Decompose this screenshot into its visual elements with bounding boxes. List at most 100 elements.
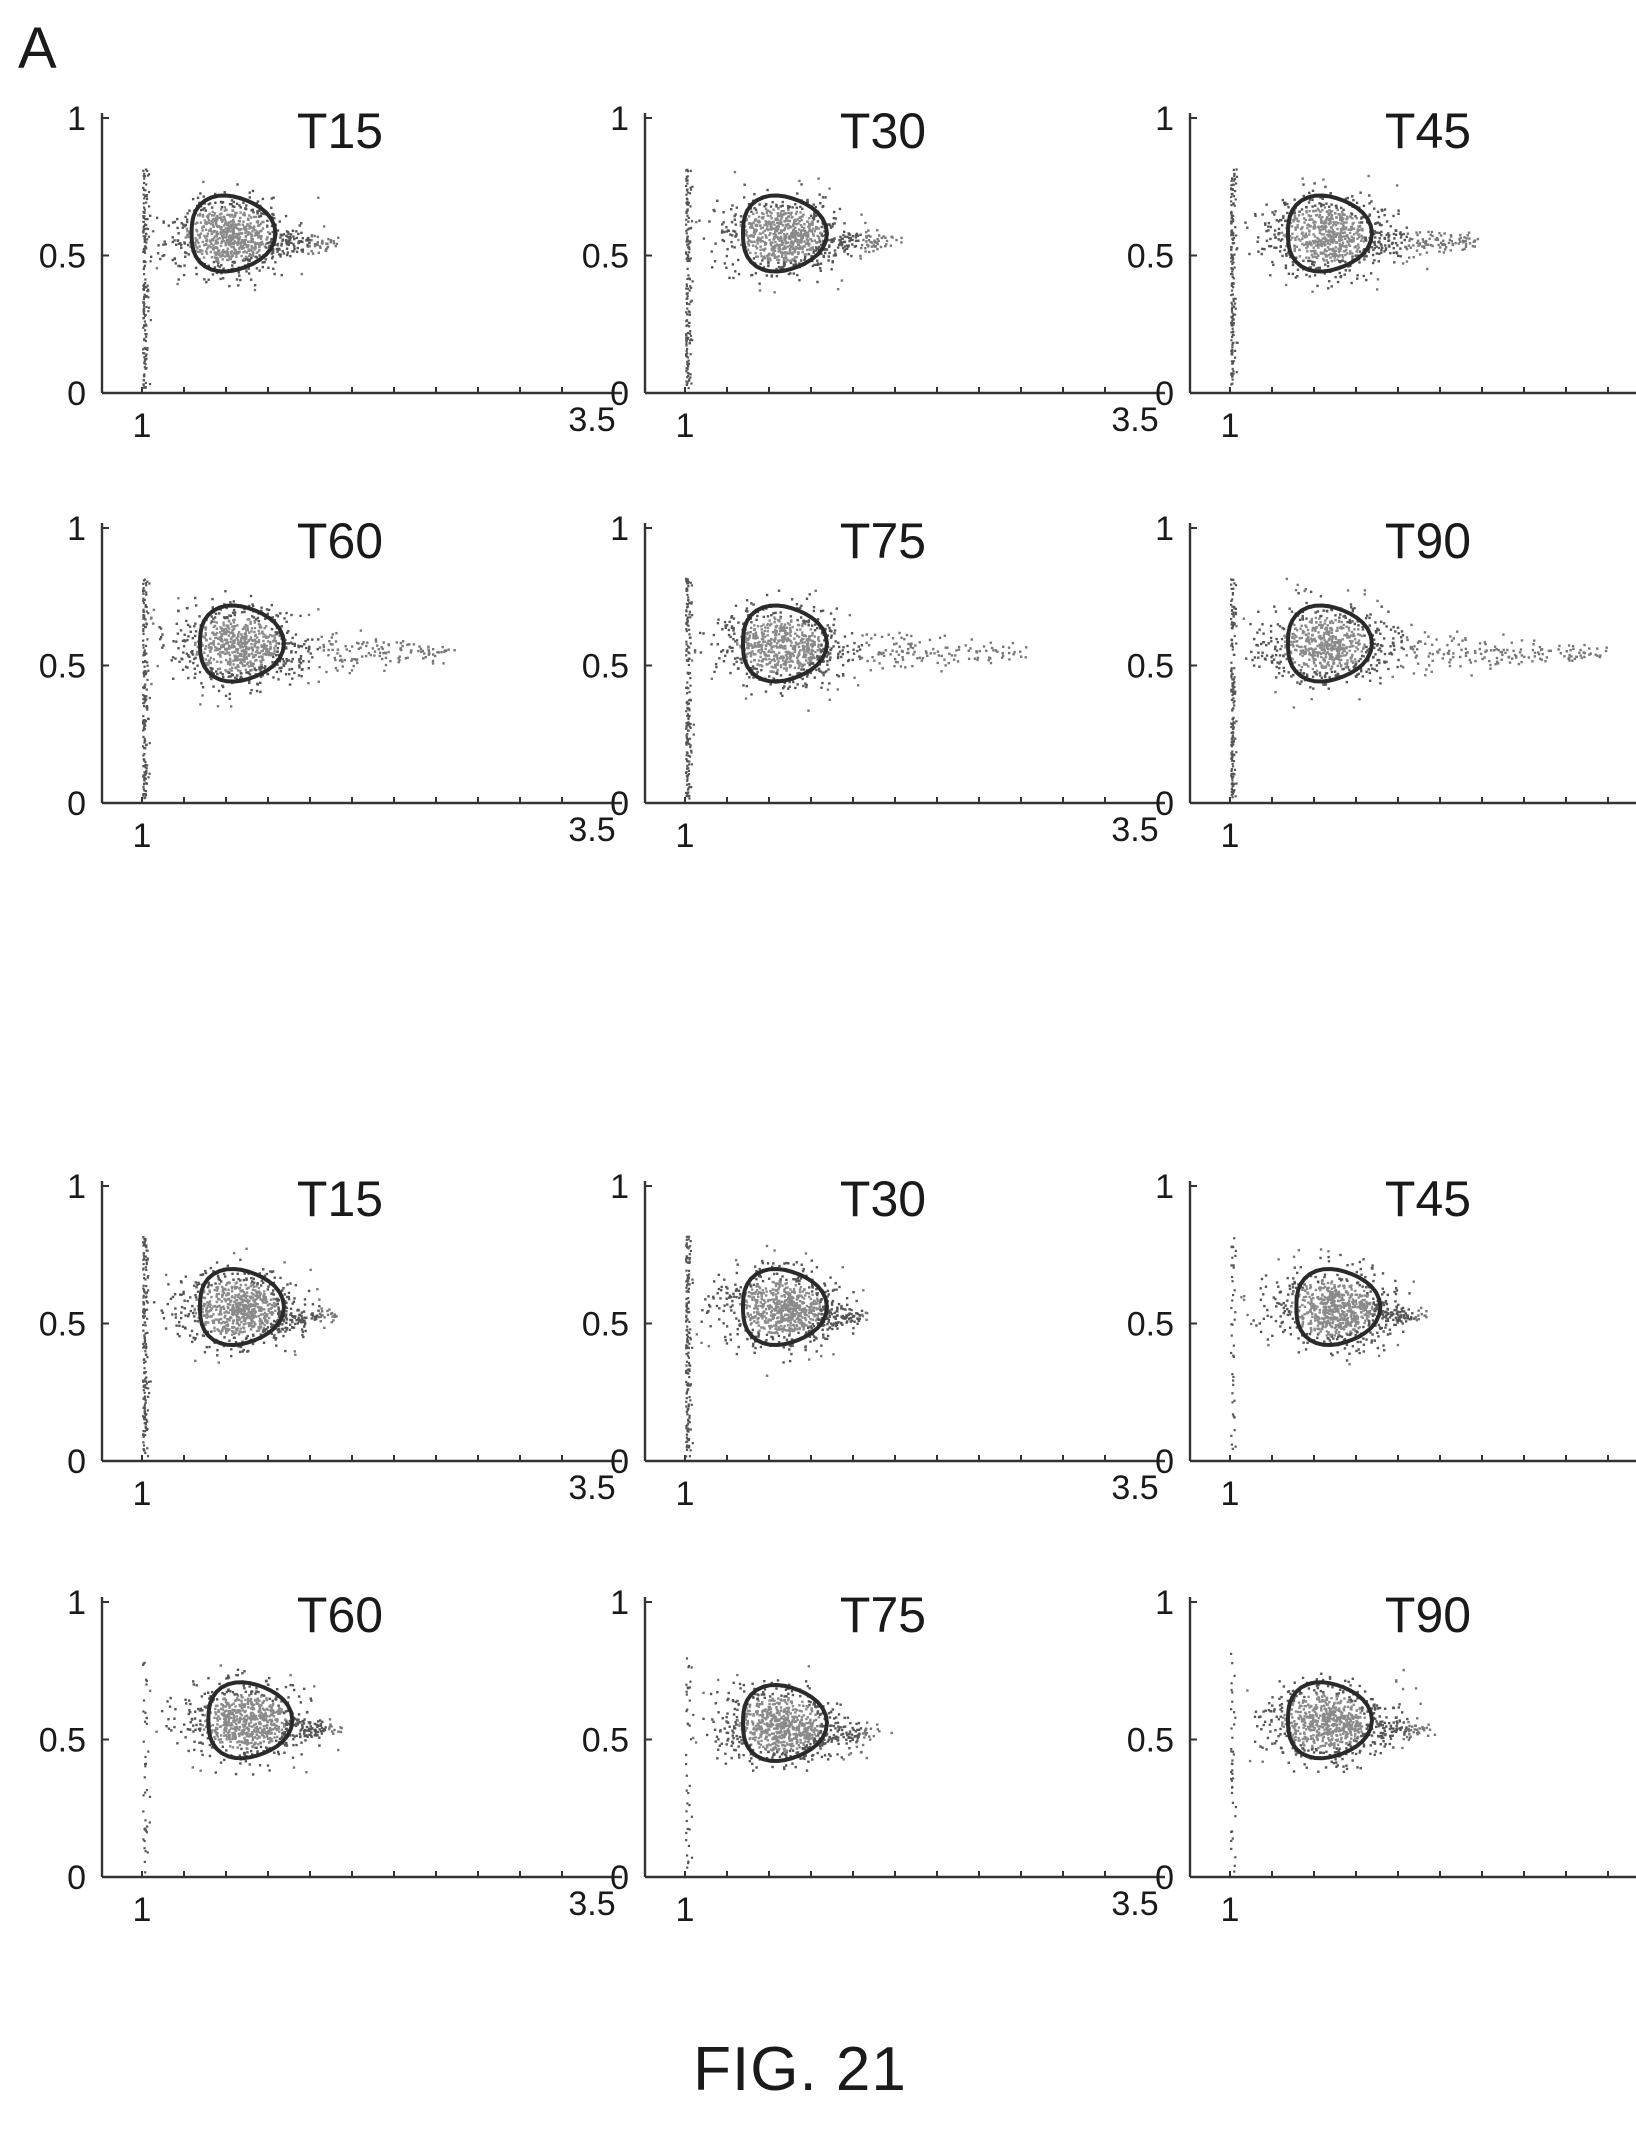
scatter-point bbox=[241, 627, 245, 631]
scatter-point bbox=[144, 604, 147, 607]
scatter-points bbox=[142, 578, 456, 800]
scatter-point bbox=[1304, 232, 1307, 235]
scatter-point bbox=[265, 649, 268, 653]
scatter-point bbox=[235, 677, 238, 680]
scatter-point bbox=[779, 229, 783, 232]
scatter-point bbox=[231, 632, 235, 635]
scatter-point bbox=[786, 637, 789, 640]
scatter-point bbox=[176, 239, 180, 242]
scatter-point bbox=[207, 646, 211, 649]
scatter-point bbox=[263, 260, 266, 264]
scatter-point bbox=[864, 221, 867, 225]
scatter-point bbox=[1312, 210, 1315, 213]
scatter-point bbox=[142, 379, 146, 382]
scatter-point bbox=[807, 624, 810, 627]
scatter-point bbox=[737, 272, 741, 276]
scatter-point bbox=[686, 267, 689, 270]
scatter-point bbox=[828, 223, 831, 226]
scatter-point bbox=[924, 650, 928, 653]
scatter-point bbox=[256, 210, 259, 213]
scatter-point bbox=[685, 686, 688, 690]
scatter-point bbox=[780, 215, 784, 219]
scatter-point bbox=[263, 626, 266, 630]
scatter-point bbox=[1320, 220, 1323, 223]
scatter-point bbox=[1423, 246, 1426, 250]
scatter-point bbox=[1323, 206, 1327, 209]
scatter-point bbox=[885, 243, 888, 246]
scatter-point bbox=[1399, 255, 1402, 258]
scatter-point bbox=[849, 236, 852, 240]
scatter-point bbox=[142, 670, 146, 673]
scatter-point bbox=[754, 633, 758, 636]
scatter-point bbox=[781, 224, 784, 227]
scatter-point bbox=[352, 664, 355, 668]
scatter-point bbox=[817, 643, 820, 647]
scatter-point bbox=[800, 229, 803, 233]
scatter-point bbox=[686, 376, 689, 379]
scatter-point bbox=[297, 241, 301, 245]
scatter-point bbox=[754, 272, 758, 275]
scatter-point bbox=[164, 243, 168, 246]
scatter-point bbox=[775, 267, 778, 271]
scatter-point bbox=[273, 651, 276, 655]
scatter-point bbox=[148, 582, 151, 585]
scatter-point bbox=[271, 660, 274, 664]
scatter-point bbox=[146, 705, 149, 708]
scatter-point bbox=[796, 238, 800, 242]
scatter-point bbox=[685, 614, 688, 617]
scatter-point bbox=[185, 220, 189, 224]
scatter-point bbox=[1265, 203, 1268, 206]
scatter-point bbox=[216, 214, 219, 218]
scatter-point bbox=[225, 249, 229, 253]
scatter-point bbox=[260, 644, 263, 647]
scatter-point bbox=[702, 632, 705, 635]
scatter-point bbox=[687, 227, 691, 230]
scatter-point bbox=[1305, 256, 1308, 259]
scatter-point bbox=[815, 227, 818, 231]
scatter-point bbox=[761, 236, 764, 239]
scatter-point bbox=[761, 635, 764, 638]
scatter-point bbox=[751, 273, 754, 277]
scatter-point bbox=[269, 642, 272, 645]
scatter-point bbox=[874, 241, 877, 244]
scatter-point bbox=[764, 220, 767, 223]
scatter-point bbox=[205, 220, 208, 224]
scatter-point bbox=[686, 381, 689, 384]
scatter-point bbox=[787, 208, 790, 212]
scatter-point bbox=[1309, 218, 1312, 221]
scatter-point bbox=[1325, 249, 1328, 253]
scatter-point bbox=[754, 255, 758, 258]
scatter-point bbox=[840, 279, 844, 282]
scatter-point bbox=[1231, 275, 1234, 279]
scatter-point bbox=[267, 653, 271, 657]
scatter-point bbox=[161, 254, 164, 258]
scatter-point bbox=[1365, 255, 1368, 258]
scatter-point bbox=[227, 620, 231, 623]
scatter-point bbox=[144, 278, 147, 281]
scatter-point bbox=[687, 603, 690, 606]
scatter-point bbox=[1365, 278, 1368, 282]
scatter-point bbox=[211, 606, 214, 609]
scatter-point bbox=[234, 211, 237, 215]
scatter-point bbox=[249, 636, 253, 639]
scatter-point bbox=[256, 649, 259, 652]
scatter-point bbox=[214, 253, 217, 256]
scatter-point bbox=[721, 628, 724, 631]
scatter-point bbox=[865, 236, 868, 239]
scatter-point bbox=[145, 194, 148, 197]
scatter-point bbox=[238, 232, 241, 235]
scatter-point bbox=[218, 636, 222, 640]
scatter-point bbox=[823, 639, 826, 642]
scatter-point bbox=[1373, 259, 1376, 262]
scatter-point bbox=[904, 666, 907, 669]
scatter-point bbox=[688, 636, 691, 639]
scatter-point bbox=[790, 619, 793, 622]
scatter-point bbox=[229, 223, 233, 227]
scatter-point bbox=[749, 240, 753, 243]
scatter-point bbox=[241, 247, 244, 250]
scatter-point bbox=[245, 646, 248, 649]
scatter-point bbox=[260, 240, 264, 244]
scatter-point bbox=[207, 221, 211, 225]
scatter-point bbox=[817, 245, 821, 249]
scatter-point bbox=[828, 652, 832, 655]
